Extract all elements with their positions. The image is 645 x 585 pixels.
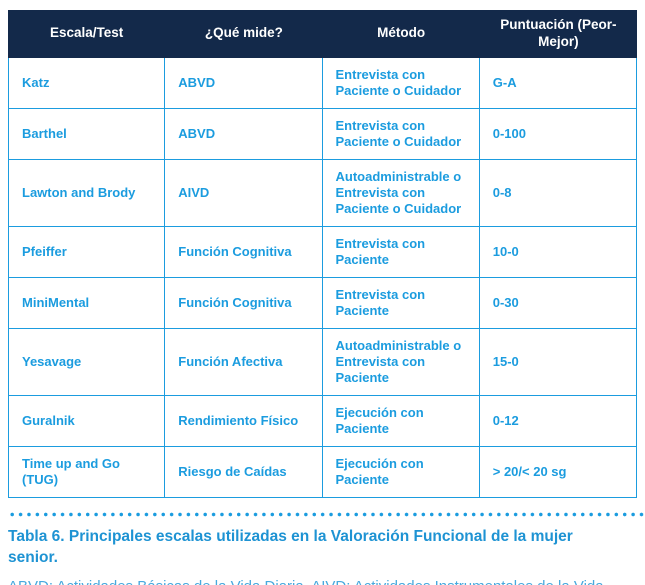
table-row: Lawton and Brody AIVD Autoadministrable o …: [8, 159, 637, 227]
cell-escala: Yesavage: [8, 328, 166, 396]
cell-metodo: Entrevista con Paciente o Cuidador: [322, 57, 480, 109]
cell-puntuacion: G-A: [479, 57, 637, 109]
cell-puntuacion: > 20/< 20 sg: [479, 446, 637, 498]
column-header-puntuacion: Puntuación (Peor-Mejor): [479, 10, 637, 58]
column-header-escala-test: Escala/Test: [8, 10, 166, 58]
table-row: Barthel ABVD Entrevista con Paciente o Cui…: [8, 108, 637, 160]
cell-escala: MiniMental: [8, 277, 166, 329]
cell-mide: ABVD: [165, 57, 323, 109]
cell-metodo: Autoadministrable o Entrevista con Pacie…: [322, 159, 480, 227]
table-row: MiniMental Función Cognitiva Entrevista co…: [8, 277, 637, 329]
cell-puntuacion: 15-0: [479, 328, 637, 396]
cell-mide: Riesgo de Caídas: [165, 446, 323, 498]
cell-escala: Katz: [8, 57, 166, 109]
table-caption: Tabla 6. Principales escalas utilizadas …: [8, 527, 573, 566]
table-row: Time up and Go (TUG) Riesgo de Caídas Ejec…: [8, 446, 637, 498]
cell-puntuacion: 10-0: [479, 226, 637, 278]
table-row: Pfeiffer Función Cognitiva Entrevista con …: [8, 226, 637, 278]
cell-metodo: Entrevista con Paciente o Cuidador: [322, 108, 480, 160]
cell-metodo: Autoadministrable o Entrevista con Pacie…: [322, 328, 480, 396]
dotted-divider: [8, 511, 645, 517]
cell-metodo: Entrevista con Paciente: [322, 226, 480, 278]
cell-metodo: Ejecución con Paciente: [322, 395, 480, 447]
cell-puntuacion: 0-100: [479, 108, 637, 160]
cell-mide: ABVD: [165, 108, 323, 160]
cell-mide: Rendimiento Físico: [165, 395, 323, 447]
cell-mide: Función Afectiva: [165, 328, 323, 396]
table-footnote: ABVD: Actividades Básicas de la Vida Dia…: [8, 577, 610, 585]
cell-puntuacion: 0-30: [479, 277, 637, 329]
cell-escala: Time up and Go (TUG): [8, 446, 166, 498]
table-header-row: Escala/Test ¿Qué mide? Método Puntuación…: [8, 10, 637, 58]
cell-puntuacion: 0-8: [479, 159, 637, 227]
cell-escala: Lawton and Brody: [8, 159, 166, 227]
table-row: Katz ABVD Entrevista con Paciente o Cuidad…: [8, 57, 637, 109]
cell-escala: Pfeiffer: [8, 226, 166, 278]
cell-escala: Guralnik: [8, 395, 166, 447]
column-header-que-mide: ¿Qué mide?: [165, 10, 323, 58]
table-body: Katz ABVD Entrevista con Paciente o Cuidad…: [8, 57, 637, 498]
cell-mide: AIVD: [165, 159, 323, 227]
cell-mide: Función Cognitiva: [165, 226, 323, 278]
scales-table: Escala/Test ¿Qué mide? Método Puntuación…: [8, 10, 637, 498]
cell-metodo: Entrevista con Paciente: [322, 277, 480, 329]
cell-puntuacion: 0-12: [479, 395, 637, 447]
table-row: Yesavage Función Afectiva Autoadministrabl…: [8, 328, 637, 396]
table-row: Guralnik Rendimiento Físico Ejecución con …: [8, 395, 637, 447]
cell-mide: Función Cognitiva: [165, 277, 323, 329]
column-header-metodo: Método: [322, 10, 480, 58]
cell-metodo: Ejecución con Paciente: [322, 446, 480, 498]
cell-escala: Barthel: [8, 108, 166, 160]
